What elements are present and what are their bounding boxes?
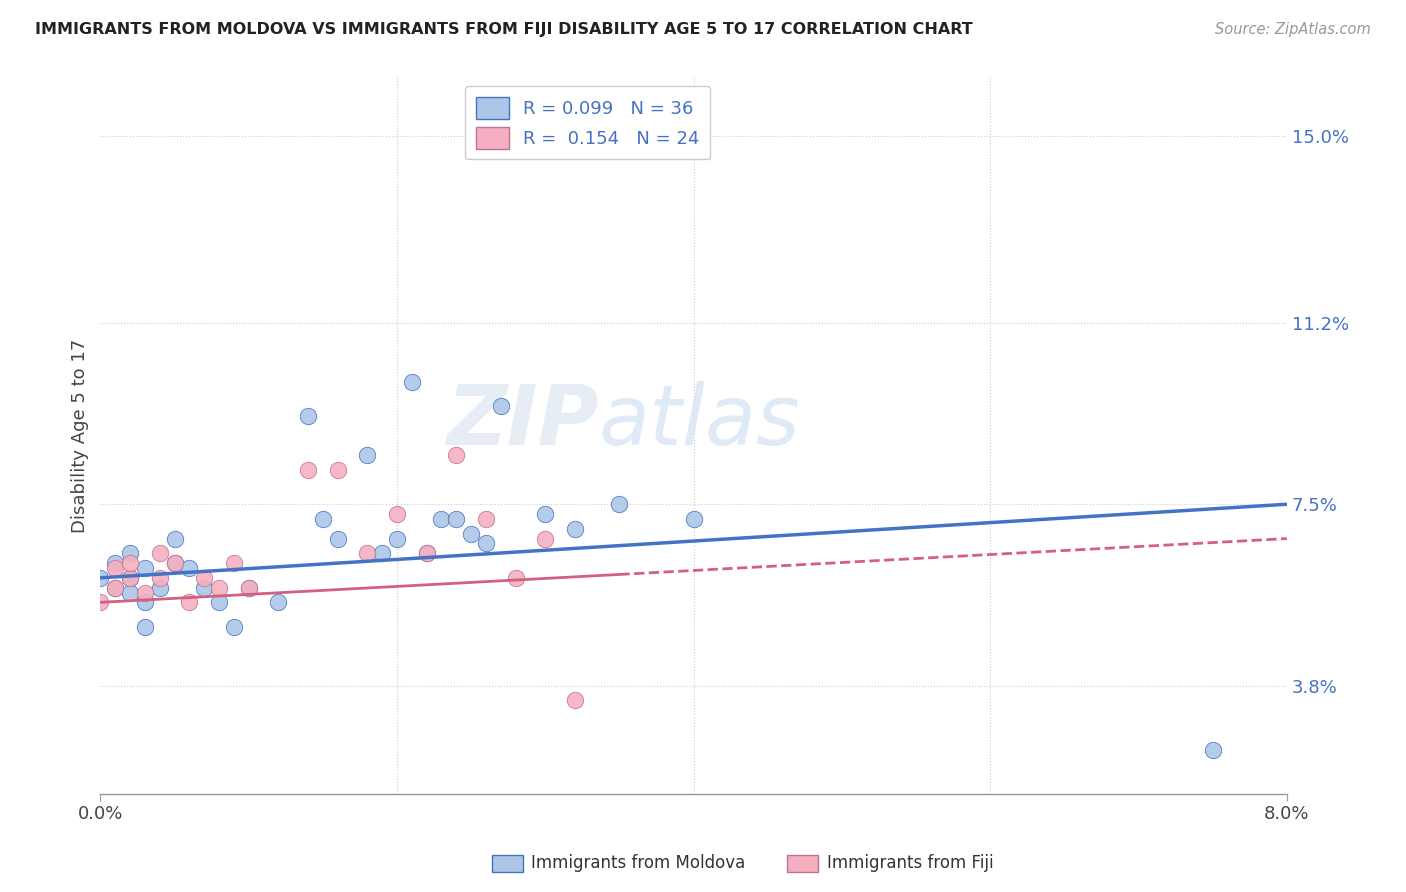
Point xyxy=(163,556,186,570)
Point xyxy=(385,507,408,521)
Point xyxy=(430,512,453,526)
Point xyxy=(475,512,498,526)
Point xyxy=(222,556,245,570)
Point xyxy=(208,581,231,595)
Point xyxy=(134,595,156,609)
Point xyxy=(118,571,141,585)
Point xyxy=(297,463,319,477)
Point xyxy=(297,409,319,423)
Point xyxy=(193,581,215,595)
Point xyxy=(489,399,512,413)
Point xyxy=(163,532,186,546)
Point xyxy=(1202,742,1225,756)
Point xyxy=(371,546,394,560)
Legend: R = 0.099   N = 36, R =  0.154   N = 24: R = 0.099 N = 36, R = 0.154 N = 24 xyxy=(465,87,710,160)
Point xyxy=(460,526,482,541)
Point xyxy=(118,556,141,570)
Point xyxy=(505,571,527,585)
Point xyxy=(134,585,156,599)
Point xyxy=(193,571,215,585)
Point xyxy=(238,581,260,595)
Point xyxy=(134,561,156,575)
Point xyxy=(149,546,172,560)
Text: IMMIGRANTS FROM MOLDOVA VS IMMIGRANTS FROM FIJI DISABILITY AGE 5 TO 17 CORRELATI: IMMIGRANTS FROM MOLDOVA VS IMMIGRANTS FR… xyxy=(35,22,973,37)
Point xyxy=(564,522,586,536)
Point xyxy=(163,556,186,570)
Point xyxy=(415,546,437,560)
Point xyxy=(446,512,468,526)
Point xyxy=(134,620,156,634)
Point xyxy=(401,375,423,389)
Point xyxy=(104,581,127,595)
Point xyxy=(149,581,172,595)
Point xyxy=(104,556,127,570)
Point xyxy=(208,595,231,609)
Point xyxy=(118,585,141,599)
Point xyxy=(385,532,408,546)
Point xyxy=(89,571,111,585)
Y-axis label: Disability Age 5 to 17: Disability Age 5 to 17 xyxy=(72,338,89,533)
Point xyxy=(118,571,141,585)
Point xyxy=(534,532,557,546)
Point xyxy=(475,536,498,550)
Point xyxy=(312,512,335,526)
Point xyxy=(609,497,631,511)
Point xyxy=(118,546,141,560)
Point xyxy=(267,595,290,609)
Point xyxy=(89,595,111,609)
Point xyxy=(222,620,245,634)
Point xyxy=(149,571,172,585)
Text: Immigrants from Fiji: Immigrants from Fiji xyxy=(827,855,994,872)
Text: ZIP: ZIP xyxy=(446,381,599,462)
Point xyxy=(326,532,349,546)
Point xyxy=(534,507,557,521)
Point xyxy=(415,546,437,560)
Point xyxy=(446,448,468,462)
Point xyxy=(356,546,378,560)
Text: atlas: atlas xyxy=(599,381,800,462)
Point xyxy=(104,561,127,575)
Point xyxy=(179,561,201,575)
Point xyxy=(682,512,704,526)
Text: Immigrants from Moldova: Immigrants from Moldova xyxy=(531,855,745,872)
Point xyxy=(179,595,201,609)
Point xyxy=(104,581,127,595)
Text: Source: ZipAtlas.com: Source: ZipAtlas.com xyxy=(1215,22,1371,37)
Point xyxy=(564,693,586,707)
Point xyxy=(326,463,349,477)
Point xyxy=(356,448,378,462)
Point xyxy=(238,581,260,595)
